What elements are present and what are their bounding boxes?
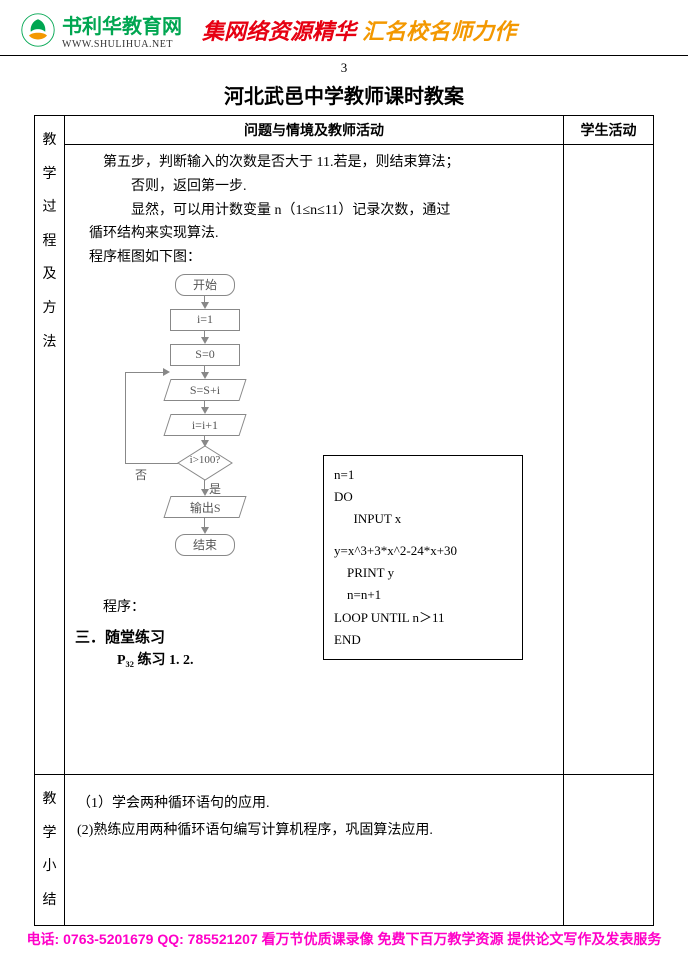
summary-l2: (2)熟练应用两种循环语句编写计算机程序，巩固算法应用.: [77, 818, 551, 845]
fc-s-init: S=0: [170, 344, 240, 366]
page-header: 书利华教育网 WWW.SHULIHUA.NET 集网络资源精华 汇名校名师力作: [0, 0, 688, 56]
code-l3: INPUT x: [334, 508, 512, 530]
code-l2: DO: [334, 486, 512, 508]
logo-block: 书利华教育网 WWW.SHULIHUA.NET: [20, 10, 182, 50]
fc-cond-text: i>100?: [178, 454, 232, 466]
code-l8: END: [334, 629, 512, 651]
fc-output: 输出S: [163, 496, 246, 518]
logo-icon: [20, 12, 56, 48]
slogan-part-2: 汇名校名师力作: [362, 19, 516, 44]
footer-qq-label: QQ:: [157, 931, 183, 947]
body-line-1: 第五步，判断输入的次数是否大于 11.若是，则结束算法；: [75, 151, 553, 175]
code-l1: n=1: [334, 464, 512, 486]
summary-l1: （1）学会两种循环语句的应用.: [77, 791, 551, 818]
fc-i-inc: i=i+1: [163, 414, 246, 436]
code-l4: y=x^3+3*x^2-24*x+30: [334, 540, 512, 562]
fc-start: 开始: [175, 274, 235, 296]
page-number: 3: [0, 60, 688, 76]
code-l5: PRINT y: [334, 562, 512, 584]
code-l6: n=n+1: [334, 584, 512, 606]
fc-i-init: i=1: [170, 309, 240, 331]
student-activity-cell-1: [564, 145, 654, 775]
side-label-process: 教学过程及方法: [35, 116, 65, 775]
footer-tel-label: 电话:: [27, 931, 60, 947]
summary-cell: （1）学会两种循环语句的应用. (2)熟练应用两种循环语句编写计算机程序，巩固算…: [65, 775, 564, 926]
logo-title: 书利华教育网: [62, 10, 182, 39]
document-title: 河北武邑中学教师课时教案: [0, 80, 688, 109]
footer-tel: 0763-5201679: [59, 931, 157, 947]
side-label-summary: 教学小结: [35, 775, 65, 926]
code-box: n=1 DO INPUT x y=x^3+3*x^2-24*x+30 PRINT…: [323, 455, 523, 660]
body-line-3: 显然，可以用计数变量 n（1≤n≤11）记录次数，通过: [75, 199, 553, 223]
slogan-part-1: 集网络资源精华: [202, 19, 362, 44]
header-student: 学生活动: [564, 116, 654, 145]
main-content-cell: 第五步，判断输入的次数是否大于 11.若是，则结束算法； 否则，返回第一步. 显…: [65, 145, 564, 775]
fc-label-no: 否: [135, 466, 147, 483]
footer-rest: 看万节优质课录像 免费下百万教学资源 提供论文写作及发表服务: [262, 931, 662, 947]
code-l7: LOOP UNTIL n＞11: [334, 607, 512, 629]
fc-label-yes: 是: [209, 480, 221, 497]
body-line-2: 否则，返回第一步.: [75, 175, 553, 199]
logo-url: WWW.SHULIHUA.NET: [62, 39, 182, 50]
body-line-5: 程序框图如下图：: [75, 246, 553, 270]
lesson-table: 教学过程及方法 问题与情境及教师活动 学生活动 第五步，判断输入的次数是否大于 …: [34, 115, 654, 926]
fc-end: 结束: [175, 534, 235, 556]
student-activity-cell-2: [564, 775, 654, 926]
fc-s-add: S=S+i: [163, 379, 246, 401]
page-footer: 电话: 0763-5201679 QQ: 785521207 看万节优质课录像 …: [0, 929, 688, 949]
body-line-4: 循环结构来实现算法.: [75, 222, 553, 246]
footer-qq: 785521207: [184, 931, 262, 947]
header-slogan: 集网络资源精华 汇名校名师力作: [202, 14, 516, 46]
header-activity: 问题与情境及教师活动: [65, 116, 564, 145]
